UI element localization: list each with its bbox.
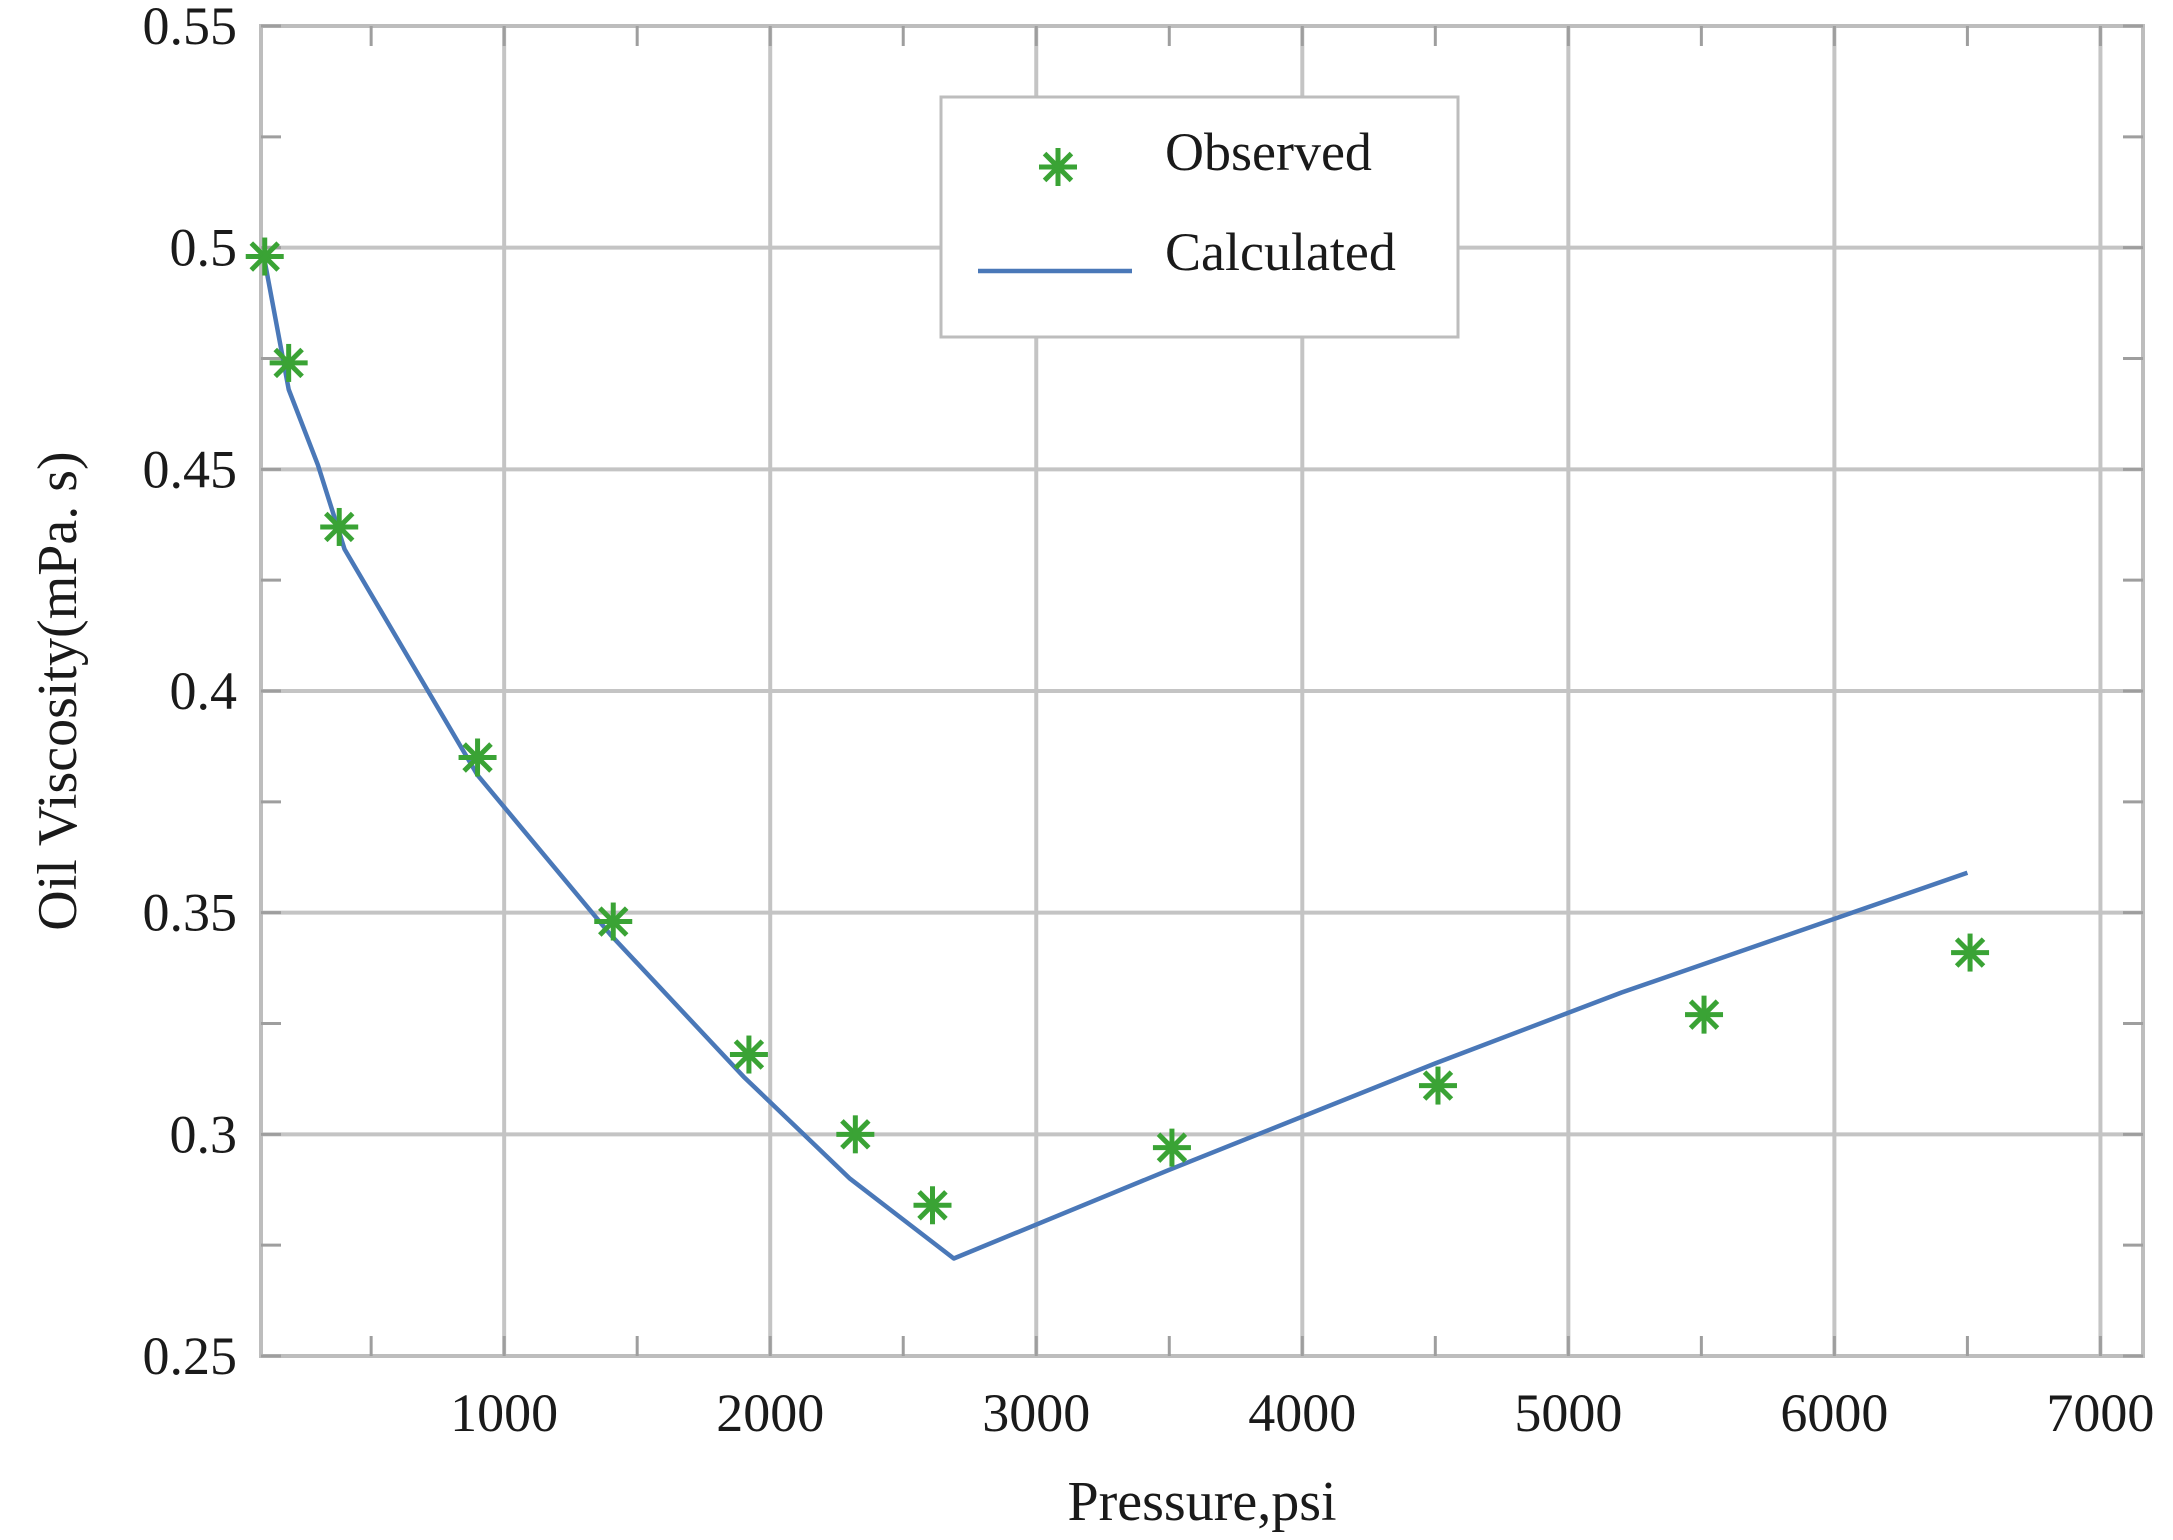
observed-point [1418,1066,1457,1105]
x-tick-label: 1000 [450,1383,558,1443]
observed-point [913,1186,952,1225]
legend-box [939,95,1460,339]
observed-point [836,1115,875,1154]
legend-calculated-label: Calculated [1165,222,1396,282]
series [245,237,1990,1261]
observed-point [269,343,308,382]
observed-point [1685,995,1724,1034]
x-tick-label: 6000 [1780,1383,1888,1443]
legend: Observed Calculated [939,95,1460,339]
observed-point [1951,933,1990,972]
y-tick-label: 0.4 [170,661,238,721]
x-tick-label: 4000 [1248,1383,1356,1443]
legend-asterisk [1039,148,1077,186]
x-axis-title: Pressure,psi [1067,1471,1336,1533]
x-tick-label: 7000 [2046,1383,2154,1443]
observed-point [245,237,284,276]
observed-point [729,1035,768,1074]
y-tick-label: 0.35 [143,883,238,943]
observed-point [458,738,497,777]
observed-point [320,507,359,546]
x-tick-label: 3000 [982,1383,1090,1443]
legend-observed-label: Observed [1165,122,1372,182]
y-tick-label: 0.5 [170,218,238,278]
tick-labels: 1000 2000 3000 4000 5000 6000 7000 0.25 0.3 0.35 0… [143,0,2155,1443]
y-tick-label: 0.55 [143,0,238,56]
ticks [261,24,2143,1358]
y-tick-label: 0.45 [143,439,238,499]
y-tick-label: 0.25 [143,1326,238,1386]
observed-point [1152,1128,1191,1167]
calculated-line [262,260,1969,1261]
y-axis-title: Oil Viscosity(mPa. s) [27,451,89,930]
x-tick-label: 2000 [716,1383,824,1443]
y-tick-label: 0.3 [170,1104,238,1164]
x-tick-label: 5000 [1514,1383,1622,1443]
observed-point [594,902,633,941]
legend-observed-marker [1039,148,1077,186]
